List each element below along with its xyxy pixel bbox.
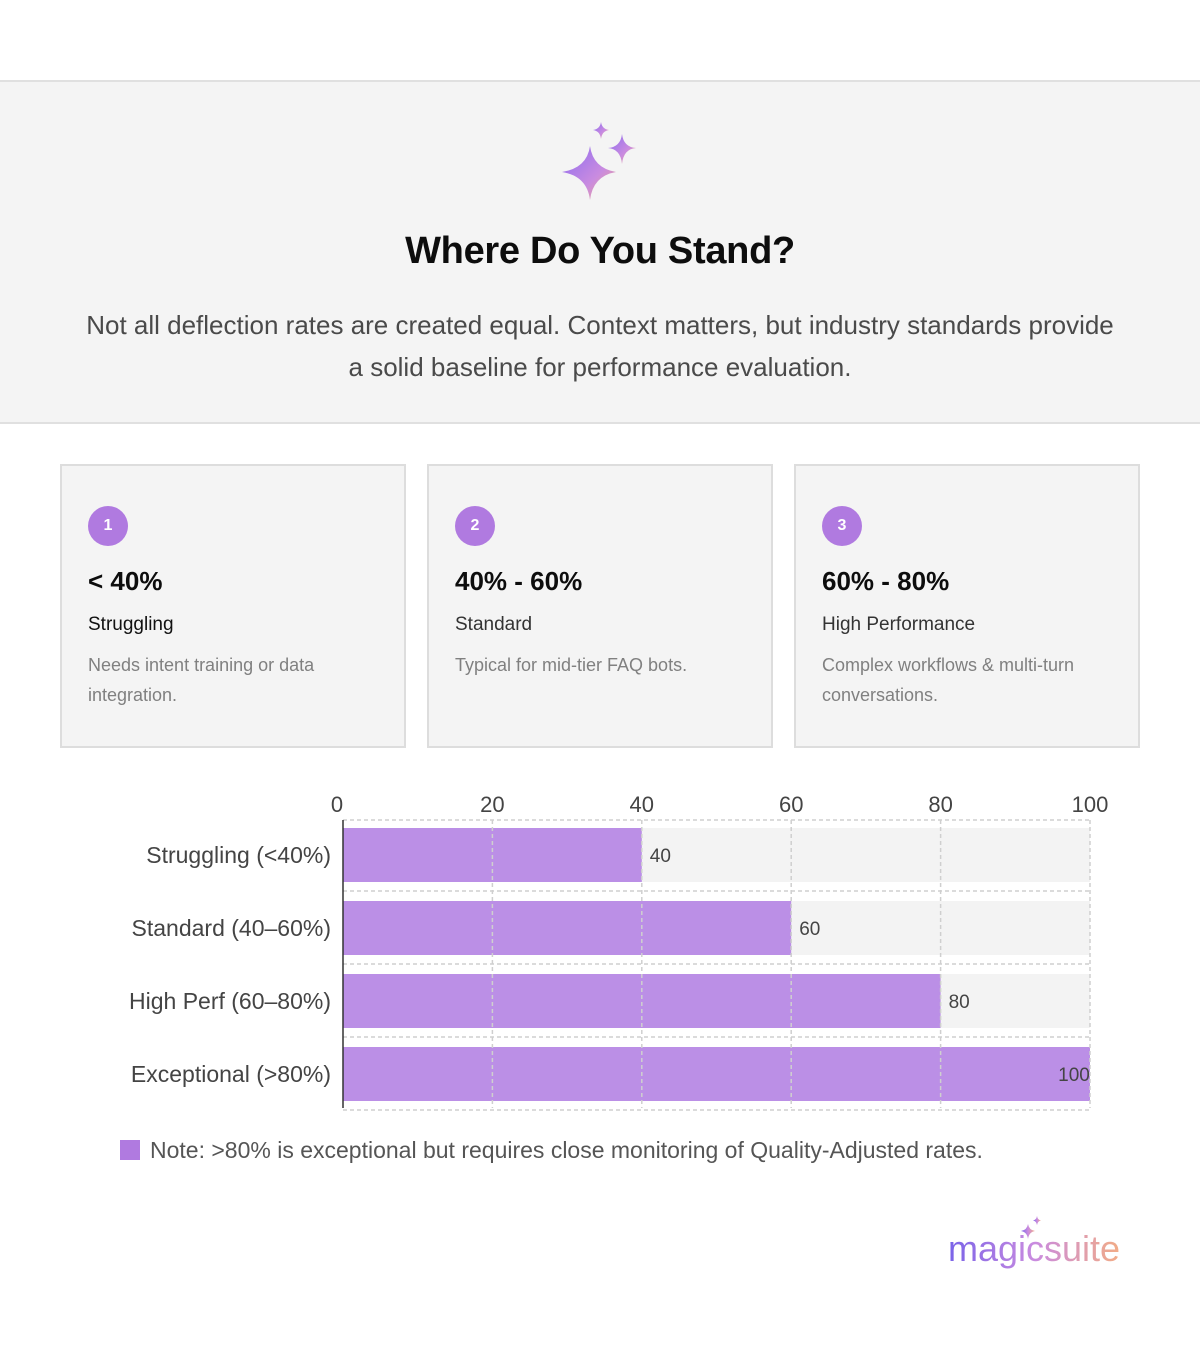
tier-description: Complex workflows & multi-turn conversat…: [822, 655, 1075, 705]
tier-description: Needs intent training or data integratio…: [88, 655, 315, 705]
legend-swatch: [120, 1140, 140, 1160]
bar-2: [343, 901, 792, 955]
tier-card-high-performance: 3 60% - 80% High Performance Complex wor…: [794, 464, 1140, 748]
legend-note: Note: >80% is exceptional but requires c…: [150, 1136, 983, 1163]
tier-number-badge: 3: [822, 506, 862, 546]
sparkles-icon: [562, 122, 636, 200]
data-label: 40: [650, 846, 671, 867]
tier-range: 40% - 60%: [455, 566, 583, 596]
tier-label: High Performance: [822, 614, 976, 635]
category-label: Standard (40–60%): [132, 915, 331, 941]
data-label: 100: [1058, 1065, 1090, 1086]
page-title: Where Do You Stand?: [405, 230, 795, 272]
category-label: Exceptional (>80%): [131, 1061, 331, 1087]
category-label: High Perf (60–80%): [129, 988, 331, 1014]
page-subtitle: Not all deflection rates are created equ…: [86, 310, 1114, 382]
tier-number-badge: 2: [455, 506, 495, 546]
chart-legend: Note: >80% is exceptional but requires c…: [120, 1134, 983, 1166]
x-tick-label: 0: [331, 792, 343, 817]
tier-card-struggling: 1 < 40% Struggling Needs intent training…: [60, 464, 406, 748]
data-label: 80: [949, 992, 970, 1013]
tier-range: 60% - 80%: [822, 566, 950, 596]
logo-wordmark: magicsuite: [948, 1228, 1120, 1269]
x-tick-label: 80: [928, 792, 952, 817]
deflection-bar-chart: 0 20 40 60 80 100 Struggling (<40%) Standard (4…: [129, 792, 1109, 1111]
tier-card-standard: 2 40% - 60% Standard Typical for mid-tie…: [427, 464, 773, 748]
x-tick-label: 100: [1072, 792, 1109, 817]
tier-label: Struggling: [88, 614, 174, 635]
x-tick-label: 40: [630, 792, 654, 817]
x-tick-label: 60: [779, 792, 803, 817]
magicsuite-logo: magicsuite: [948, 1216, 1120, 1269]
category-label: Struggling (<40%): [146, 842, 331, 868]
tier-range: < 40%: [88, 566, 163, 596]
data-label: 60: [799, 919, 820, 940]
hero-section: Where Do You Stand? Not all deflection r…: [0, 80, 1200, 424]
x-tick-label: 20: [480, 792, 504, 817]
tier-label: Standard: [455, 614, 533, 635]
tier-description: Typical for mid-tier FAQ bots.: [455, 655, 688, 675]
bar-4: [343, 1047, 1090, 1101]
tier-number-badge: 1: [88, 506, 128, 546]
